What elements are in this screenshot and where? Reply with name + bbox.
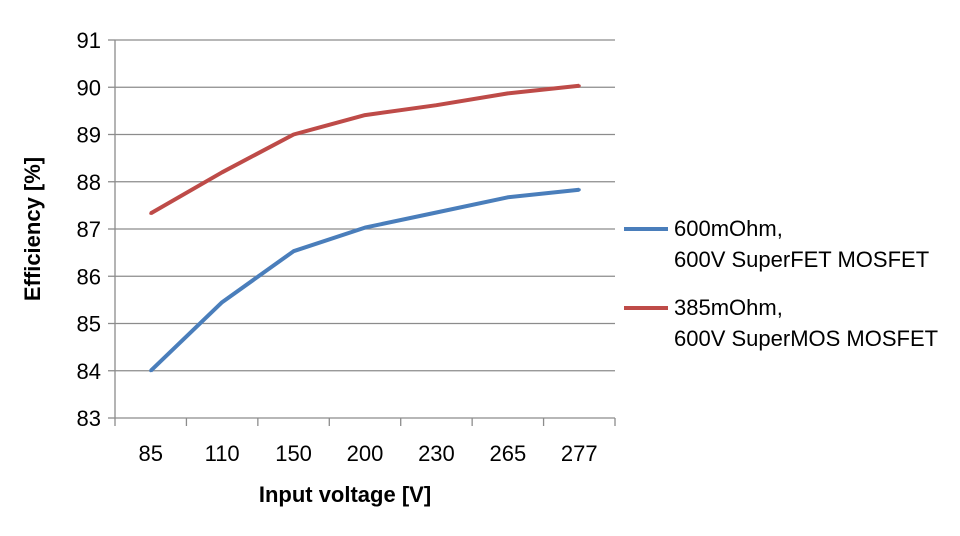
legend-entry-1: 600mOhm, 600V SuperFET MOSFET xyxy=(624,216,929,272)
data-point xyxy=(220,170,224,174)
x-tick-label: 265 xyxy=(489,441,526,466)
data-point xyxy=(506,91,510,95)
data-point xyxy=(220,300,224,304)
series-line-1 xyxy=(149,187,580,373)
y-tick-label: 89 xyxy=(77,123,101,148)
data-point xyxy=(149,369,153,373)
y-tick-label: 86 xyxy=(77,264,101,289)
y-axis-title: Efficiency [%] xyxy=(20,157,45,301)
legend-label: 600V SuperFET MOSFET xyxy=(674,247,929,272)
x-tick-label: 230 xyxy=(418,441,455,466)
data-point xyxy=(434,210,438,214)
x-tick-label: 85 xyxy=(138,441,162,466)
y-tick-label: 84 xyxy=(77,359,101,384)
data-point xyxy=(577,188,581,192)
x-axis-title: Input voltage [V] xyxy=(259,482,431,507)
y-tick-label: 88 xyxy=(77,170,101,195)
series-line-2 xyxy=(149,83,580,216)
x-tick-label: 110 xyxy=(205,441,240,466)
axes xyxy=(108,39,616,426)
y-tick-label: 85 xyxy=(77,312,101,337)
series-lines xyxy=(149,83,581,373)
y-tick-label: 87 xyxy=(77,217,101,242)
data-point xyxy=(577,84,581,88)
legend-entry-2: 385mOhm, 600V SuperMOS MOSFET xyxy=(624,295,938,351)
y-tick-labels: 83 84 85 86 87 88 89 90 91 xyxy=(77,28,101,431)
y-tick-label: 91 xyxy=(77,28,101,53)
data-point xyxy=(149,211,153,215)
data-point xyxy=(363,113,367,117)
data-point xyxy=(292,133,296,136)
legend-label: 600mOhm, xyxy=(674,216,783,241)
data-point xyxy=(363,226,367,230)
x-tick-labels: 85 110 150 200 230 265 277 xyxy=(138,441,597,466)
data-point xyxy=(292,249,296,253)
legend-label: 600V SuperMOS MOSFET xyxy=(674,326,938,351)
x-tick-label: 277 xyxy=(561,441,598,466)
y-tick-label: 90 xyxy=(77,75,101,100)
legend: 600mOhm, 600V SuperFET MOSFET 385mOhm, 600V… xyxy=(624,216,938,351)
legend-label: 385mOhm, xyxy=(674,295,783,320)
y-tick-label: 83 xyxy=(77,406,101,431)
x-tick-label: 150 xyxy=(275,441,312,466)
data-point xyxy=(434,103,438,107)
data-point xyxy=(506,195,510,199)
x-tick-label: 200 xyxy=(347,441,384,466)
